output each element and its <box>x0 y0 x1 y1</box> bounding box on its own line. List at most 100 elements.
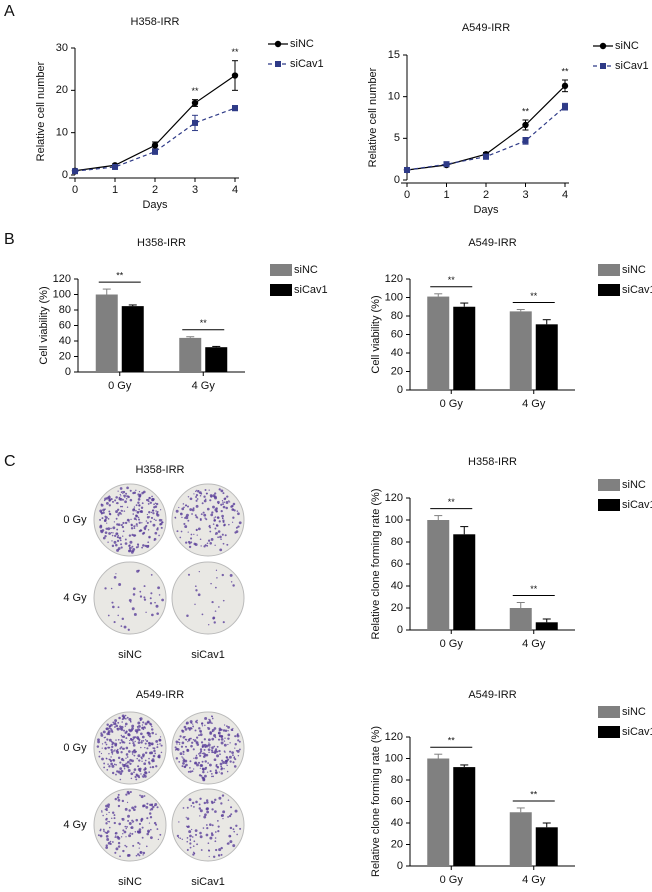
colony <box>226 770 229 773</box>
colony <box>132 593 136 596</box>
colony <box>105 743 108 746</box>
colony <box>111 771 115 775</box>
bar <box>121 306 144 372</box>
colony <box>120 751 123 754</box>
colony <box>209 746 211 748</box>
colony <box>115 835 117 837</box>
legend-marker <box>600 63 606 69</box>
colony <box>117 614 119 617</box>
colony <box>112 721 115 724</box>
colony <box>146 720 150 724</box>
colony <box>195 589 198 592</box>
colony <box>217 536 220 539</box>
colony <box>190 805 193 807</box>
colony <box>114 749 116 751</box>
colony <box>111 753 114 755</box>
bar <box>179 337 202 372</box>
colony <box>140 741 143 744</box>
colony <box>134 805 137 809</box>
colony <box>155 502 159 506</box>
colony <box>178 743 181 745</box>
colony <box>181 741 185 745</box>
colony <box>189 497 193 501</box>
colony <box>209 763 212 767</box>
colony <box>129 762 132 765</box>
colony <box>104 736 107 739</box>
colony <box>135 774 138 777</box>
colony <box>106 813 108 815</box>
colony <box>196 736 199 739</box>
colony <box>207 842 210 845</box>
colony <box>221 517 224 520</box>
colony <box>160 521 164 524</box>
colony <box>138 843 141 845</box>
marker <box>232 105 238 112</box>
colony <box>207 743 211 747</box>
colony <box>145 806 149 809</box>
colony <box>185 516 189 520</box>
colony <box>225 725 228 728</box>
colony <box>151 613 154 617</box>
plate-title: A549-IRR <box>136 689 184 701</box>
colony <box>206 810 210 814</box>
colony <box>144 727 146 729</box>
colony <box>116 501 119 505</box>
plate-row-label: 0 Gy <box>63 514 87 526</box>
colony <box>175 509 179 513</box>
colony <box>187 519 190 522</box>
colony <box>131 806 135 810</box>
legend-label: siCav1 <box>615 60 649 72</box>
colony <box>108 765 111 768</box>
colony <box>149 766 152 769</box>
colony <box>204 716 208 720</box>
colony <box>189 760 192 763</box>
legend-swatch <box>598 726 620 738</box>
colony <box>146 545 150 549</box>
colony <box>222 599 225 602</box>
colony <box>179 536 182 539</box>
colony <box>222 503 225 505</box>
colony <box>104 497 107 501</box>
colony <box>210 772 213 775</box>
colony <box>179 735 182 738</box>
colony <box>232 844 236 848</box>
colony <box>193 739 197 742</box>
colony <box>144 759 147 762</box>
colony <box>220 741 224 745</box>
significance: ** <box>530 789 538 799</box>
colony <box>186 817 190 820</box>
colony <box>156 746 159 749</box>
colony <box>116 528 119 531</box>
colony <box>140 795 144 799</box>
x-tick-label: 3 <box>522 189 528 201</box>
colony <box>202 511 205 514</box>
colony <box>97 740 100 744</box>
colony <box>138 508 140 511</box>
legend-label: siCav1 <box>622 284 652 296</box>
colony <box>99 525 103 529</box>
colony <box>104 741 107 744</box>
colony <box>141 724 144 726</box>
colony <box>178 738 181 741</box>
colony <box>217 854 221 857</box>
colony <box>239 827 242 830</box>
colony <box>120 495 122 497</box>
marker <box>522 121 529 129</box>
colony <box>151 731 154 735</box>
marker <box>152 148 158 155</box>
colony <box>146 740 149 743</box>
colony <box>193 852 196 854</box>
y-tick-label: 40 <box>59 335 71 347</box>
y-tick-label: 10 <box>388 91 400 103</box>
colony <box>186 505 190 508</box>
colony <box>210 538 214 541</box>
colony <box>215 531 218 535</box>
colony <box>235 526 238 529</box>
colony <box>146 516 150 519</box>
colony <box>139 590 142 593</box>
legend-label: siNC <box>615 40 639 52</box>
colony <box>234 735 237 738</box>
colony <box>131 545 134 548</box>
colony <box>199 495 202 497</box>
colony <box>137 741 141 744</box>
